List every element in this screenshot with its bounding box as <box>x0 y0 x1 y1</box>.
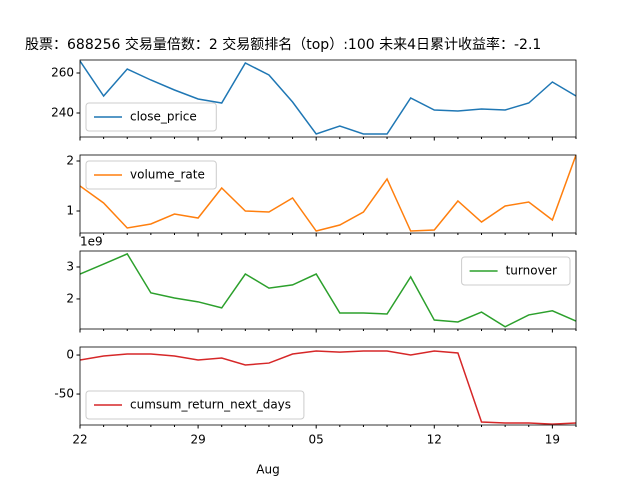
chart-title: 股票：688256 交易量倍数：2 交易额排名（top）:100 未来4日累计收… <box>25 36 541 53</box>
axes-frame <box>79 346 577 426</box>
x-tick-label: 29 <box>190 433 205 447</box>
legend-label: close_price <box>130 110 197 124</box>
y-tick-label: 240 <box>51 106 74 120</box>
plot-area <box>80 60 576 135</box>
plot-area <box>80 350 576 425</box>
x-tick-label: 05 <box>309 433 324 447</box>
x-tick-label: 22 <box>72 433 87 447</box>
plot-area <box>80 252 576 328</box>
legend-label: cumsum_return_next_days <box>130 398 291 412</box>
legend-box <box>461 256 571 286</box>
data-line <box>80 350 576 425</box>
y-tick-label: 3 <box>66 259 74 273</box>
legend-box <box>85 102 217 132</box>
plot-area <box>80 155 576 232</box>
legend-box <box>85 160 217 190</box>
data-line <box>80 60 576 135</box>
x-tick-label: 19 <box>545 433 560 447</box>
legend-label: turnover <box>506 264 557 278</box>
offset-text: 1e9 <box>80 235 103 249</box>
axes-frame <box>79 250 577 330</box>
y-tick-label: 2 <box>66 291 74 305</box>
axes-frame <box>79 154 577 234</box>
axes-frame <box>79 59 577 138</box>
y-tick-label: 1 <box>66 204 74 218</box>
legend-box <box>85 390 305 420</box>
data-line <box>80 252 576 328</box>
y-tick-label: 0 <box>66 348 74 362</box>
y-tick-label: 260 <box>51 66 74 80</box>
y-tick-label: 2 <box>66 154 74 168</box>
legend-label: volume_rate <box>130 168 205 182</box>
x-tick-label: 12 <box>427 433 442 447</box>
data-line <box>80 155 576 232</box>
y-tick-label: -50 <box>54 387 74 401</box>
x-axis-label: Aug <box>256 463 279 477</box>
